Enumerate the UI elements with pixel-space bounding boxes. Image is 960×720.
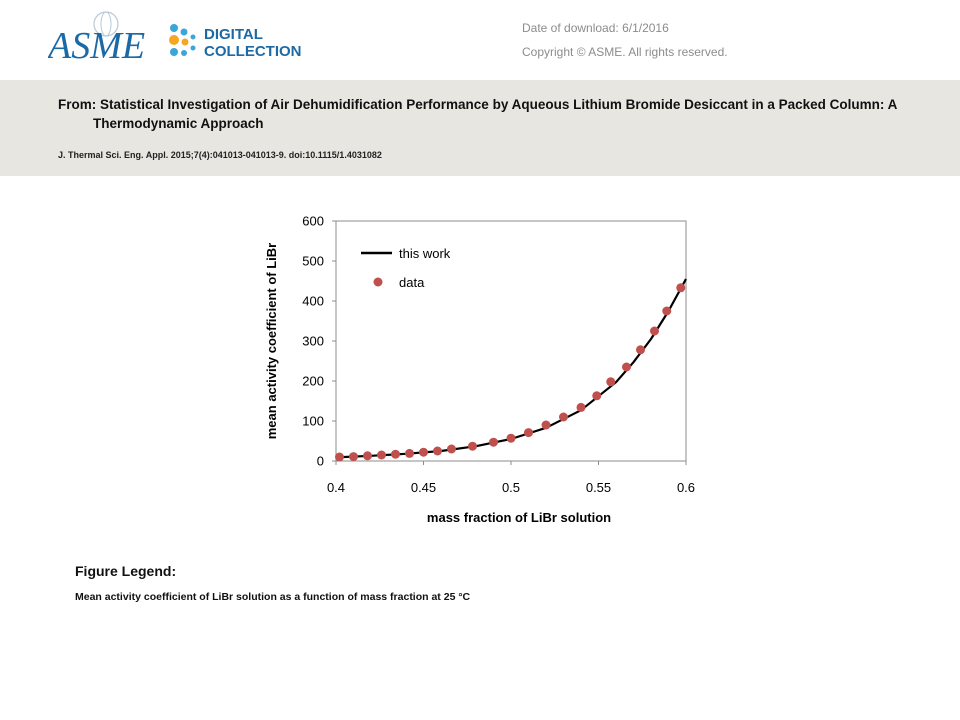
- data-point: [447, 444, 456, 454]
- data-point: [650, 326, 659, 336]
- legend-label-data: data: [399, 275, 425, 290]
- figure-legend-text: Mean activity coefficient of LiBr soluti…: [75, 591, 471, 603]
- article-info-band: [0, 80, 960, 176]
- data-point: [506, 433, 516, 443]
- y-tick-label: 0: [317, 454, 324, 469]
- x-tick-label: 0.5: [502, 480, 520, 495]
- data-point: [576, 402, 586, 412]
- figure-legend-title: Figure Legend:: [75, 563, 177, 579]
- data-point: [419, 447, 428, 457]
- download-date: Date of download: 6/1/2016: [522, 21, 669, 35]
- logo-dots-icon: [169, 24, 196, 56]
- data-point: [592, 391, 602, 401]
- plot-area-frame: [335, 220, 687, 462]
- y-tick-label: 200: [302, 374, 324, 389]
- data-point: [636, 345, 645, 355]
- data-point: [541, 420, 551, 430]
- copyright-notice: Copyright © ASME. All rights reserved.: [522, 45, 728, 59]
- data-point: [349, 452, 358, 462]
- y-tick-label: 400: [302, 294, 324, 309]
- logo-line1-text: DIGITAL: [204, 26, 263, 43]
- x-tick-label: 0.45: [411, 480, 436, 495]
- legend-point-swatch: [373, 277, 383, 287]
- y-tick-label: 100: [302, 414, 324, 429]
- y-axis-label: mean activity coefficient of LiBr: [264, 243, 279, 440]
- data-point: [391, 449, 400, 459]
- page-header: ASME DIGITAL COLLECTION Date of download…: [0, 0, 960, 80]
- data-point: [606, 377, 616, 387]
- data-point: [676, 283, 686, 293]
- x-tick-label: 0.55: [586, 480, 611, 495]
- data-point: [559, 412, 568, 422]
- data-point: [662, 306, 672, 316]
- x-axis-label: mass fraction of LiBr solution: [427, 510, 611, 525]
- article-citation: J. Thermal Sci. Eng. Appl. 2015;7(4):041…: [58, 150, 382, 160]
- y-tick-label: 500: [302, 254, 324, 269]
- data-point: [468, 441, 477, 451]
- data-point: [405, 448, 414, 458]
- data-point: [524, 428, 533, 438]
- article-title: From: Statistical Investigation of Air D…: [58, 97, 897, 131]
- data-point: [622, 362, 631, 372]
- y-tick-label: 600: [302, 214, 324, 229]
- legend-label-this-work: this work: [399, 246, 451, 261]
- data-point: [377, 450, 386, 460]
- data-point: [433, 446, 442, 456]
- activity-coefficient-chart: 0 100 200 300 400 500 600 0.4 0.45 0.5 0.55 0.6 mass…: [264, 214, 695, 526]
- logo-line2-text: COLLECTION: [204, 43, 302, 60]
- asme-digital-collection-logo: ASME DIGITAL COLLECTION: [48, 11, 302, 67]
- x-tick-label: 0.6: [677, 480, 695, 495]
- data-point: [335, 452, 344, 462]
- x-tick-label: 0.4: [327, 480, 345, 495]
- y-tick-label: 300: [302, 334, 324, 349]
- data-point: [363, 451, 372, 461]
- series-line-this-work: [335, 278, 687, 459]
- data-point: [489, 437, 498, 447]
- logo-brand-text: ASME: [48, 25, 145, 67]
